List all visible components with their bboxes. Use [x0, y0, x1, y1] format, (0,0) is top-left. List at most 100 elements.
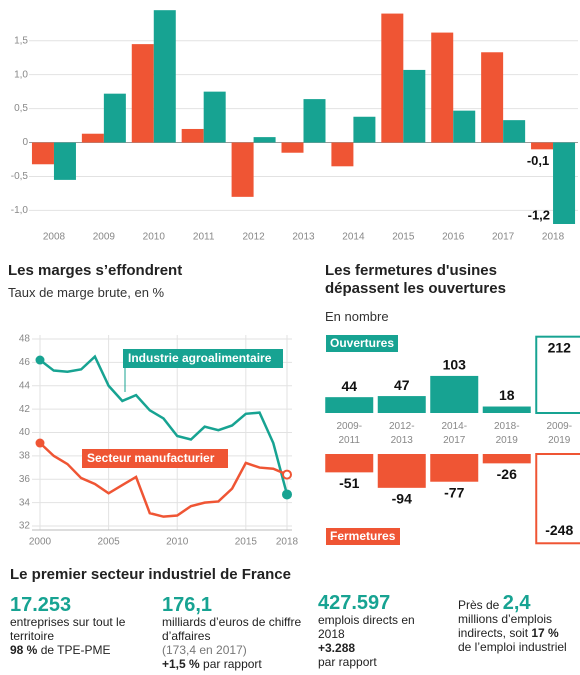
bar [381, 13, 404, 143]
bar-title: Les fermetures d'usines dépassent les ou… [325, 262, 506, 297]
line [39, 442, 288, 518]
bar [331, 142, 354, 167]
legend-box [82, 449, 228, 468]
end-dot [282, 489, 292, 500]
x-tick-label: 2014 [342, 232, 365, 243]
y-tick-label: 0,5 [14, 103, 28, 114]
stat-text: emplois directs en 2018 [318, 613, 415, 641]
y-tick-label: 0 [22, 137, 28, 148]
x-tick-label: 2015 [235, 537, 258, 548]
legend-label: Ouvertures [330, 336, 394, 350]
x-tick-label: 2015 [392, 232, 415, 243]
stat-text: de TPE-PME [40, 643, 111, 657]
data-label: -26 [497, 466, 517, 482]
y-tick-label: 38 [19, 451, 31, 462]
bar [281, 142, 304, 153]
line [39, 354, 289, 495]
bar [377, 454, 426, 488]
stat-value: 17.253 [10, 594, 72, 616]
y-tick-label: 48 [19, 334, 31, 345]
x-tick-label: 2011 [193, 232, 215, 243]
data-label: -94 [392, 491, 412, 507]
bar [81, 133, 104, 143]
stat-highlight: 17 % [531, 626, 559, 640]
stat-note: (173,4 en 2017) [162, 643, 247, 657]
stat-text: milliards d’euros de chiffre d’affaires [162, 615, 302, 643]
stat-text: de l’emploi industriel [458, 640, 567, 654]
bar [503, 120, 526, 143]
x-tick-label: 2010 [166, 537, 189, 548]
bar [535, 335, 580, 414]
bar [203, 91, 226, 143]
stat-highlight: +1,5 % [162, 657, 200, 671]
bar [377, 396, 426, 413]
stat: 427.597 emplois directs en 2018 +3.288 p… [318, 592, 438, 669]
bar [303, 99, 326, 143]
bar [103, 93, 126, 143]
bar [31, 142, 54, 165]
bar [325, 397, 374, 413]
stat-value: 427.597 [318, 592, 391, 614]
stat: Près de 2,4 millions d’emplois indirects… [458, 593, 568, 654]
x-tick-label: 2012 [242, 232, 265, 243]
bar [482, 454, 531, 464]
bar [431, 32, 454, 143]
bar [403, 69, 426, 143]
y-tick-label: 42 [19, 404, 31, 415]
x-tick-label: 2016 [442, 232, 465, 243]
stat-value: 2,4 [502, 592, 531, 614]
y-tick-label: 34 [19, 497, 31, 508]
x-tick-label: 2009-2011 [336, 421, 363, 446]
data-label: 18 [499, 387, 515, 403]
legend-box [123, 349, 283, 368]
x-tick-label: 2014-2017 [441, 421, 468, 446]
x-tick-label: 2010 [143, 232, 166, 243]
legend-box [326, 335, 398, 352]
x-tick-label: 2013 [292, 232, 315, 243]
y-tick-label: 1,0 [14, 69, 28, 80]
bar [181, 128, 204, 143]
bar [253, 137, 276, 143]
bar [153, 10, 176, 143]
bar [430, 375, 479, 413]
bar [535, 453, 580, 545]
line-title: Les marges s’effondrent [8, 262, 183, 279]
y-tick-label: -0,5 [11, 171, 29, 182]
x-tick-label: 2009 [93, 232, 116, 243]
bar [531, 142, 554, 150]
data-label: 103 [443, 357, 467, 373]
data-label: -77 [444, 484, 464, 500]
x-tick-label: 2000 [29, 537, 52, 548]
data-label: 212 [548, 339, 572, 355]
y-tick-label: 44 [19, 380, 31, 391]
line-subtitle: Taux de marge brute, en % [8, 285, 165, 300]
data-label: -1,2 [528, 207, 550, 222]
stats-title: Le premier secteur industriel de France [10, 566, 291, 583]
data-label: -51 [339, 475, 359, 491]
bar [482, 406, 531, 413]
bar [53, 142, 76, 180]
x-tick-label: 2018 [276, 537, 299, 548]
data-label: -248 [545, 522, 573, 538]
legend-label: Secteur manufacturier [87, 451, 215, 465]
bar [453, 110, 476, 143]
legend-box [326, 528, 400, 545]
x-tick-label: 2009-2019 [546, 421, 573, 446]
stat-value: 176,1 [162, 594, 213, 616]
y-tick-label: 36 [19, 474, 31, 485]
stat-highlight: 98 % [10, 643, 38, 657]
stat-text: par rapport [203, 657, 262, 671]
y-tick-label: 40 [19, 427, 31, 438]
stat: 176,1 milliards d’euros de chiffre d’aff… [162, 594, 302, 671]
legend-label: Industrie agroalimentaire [128, 351, 272, 365]
y-tick-label: -1,0 [11, 205, 29, 216]
data-label: -0,1 [527, 153, 549, 168]
stat-text: par rapport [318, 655, 377, 669]
y-tick-label: 32 [19, 521, 31, 532]
x-tick-label: 2018 [542, 232, 565, 243]
bar [553, 142, 576, 224]
bar [430, 454, 479, 482]
bar [131, 44, 154, 143]
